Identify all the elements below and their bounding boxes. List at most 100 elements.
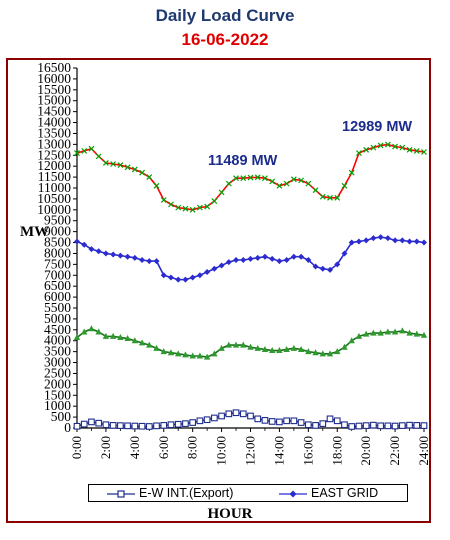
data-point — [124, 422, 131, 430]
data-point — [239, 410, 247, 418]
data-point — [211, 198, 218, 205]
data-point — [95, 248, 102, 255]
data-point — [370, 421, 377, 429]
data-point — [297, 419, 305, 426]
x-tick-label: 14:00 — [271, 436, 286, 466]
y-tick-label: 9000 — [44, 224, 71, 239]
data-point — [160, 348, 167, 355]
y-tick-label: 11000 — [38, 180, 71, 195]
data-point — [312, 349, 319, 356]
data-point — [370, 144, 377, 151]
data-point — [327, 194, 333, 201]
data-point — [225, 410, 233, 418]
data-point — [175, 350, 182, 357]
data-point — [406, 146, 413, 153]
data-point — [240, 175, 247, 182]
data-point — [168, 201, 174, 208]
data-point — [406, 421, 413, 429]
data-point — [117, 422, 124, 429]
data-point — [356, 150, 362, 157]
data-point — [319, 350, 326, 357]
data-point — [319, 193, 326, 200]
data-point — [283, 180, 290, 187]
y-tick-label: 15500 — [37, 82, 71, 97]
data-point — [88, 418, 95, 426]
data-point — [421, 239, 427, 246]
data-point — [73, 422, 81, 430]
data-point — [124, 253, 131, 260]
data-point — [74, 238, 80, 245]
data-point — [196, 272, 203, 279]
y-tick-label: 10500 — [37, 191, 71, 206]
x-tick-label: 8:00 — [185, 436, 200, 459]
x-tick-label: 2:00 — [98, 436, 113, 459]
data-point — [232, 341, 240, 348]
data-point — [175, 276, 182, 283]
data-point — [225, 341, 233, 348]
data-point — [362, 330, 370, 337]
data-point — [73, 333, 81, 340]
data-point — [276, 182, 283, 189]
data-point — [109, 332, 117, 339]
data-point — [254, 254, 261, 261]
y-tick-label: 16500 — [37, 60, 71, 75]
data-point — [377, 422, 384, 430]
data-point — [276, 258, 283, 265]
data-point — [218, 412, 225, 420]
data-point — [182, 351, 189, 358]
data-point — [102, 250, 109, 257]
series-1 — [74, 234, 427, 283]
x-tick-label: 18:00 — [329, 436, 344, 466]
chart-subtitle: 16-06-2022 — [181, 30, 269, 49]
x-axis-label: HOUR — [208, 506, 253, 522]
data-point — [182, 276, 189, 283]
data-point — [261, 345, 269, 352]
y-tick-label: 16000 — [37, 71, 71, 86]
data-point — [95, 328, 102, 335]
y-tick-label: 11500 — [38, 169, 71, 184]
data-point — [145, 423, 153, 430]
data-point — [131, 166, 138, 173]
y-tick-label: 10000 — [37, 202, 71, 217]
series-0 — [74, 141, 427, 213]
data-point — [138, 339, 146, 346]
data-point — [124, 335, 131, 342]
data-point — [146, 174, 153, 181]
data-point — [88, 325, 95, 332]
data-point — [298, 177, 305, 184]
data-point — [363, 237, 370, 244]
data-point — [413, 422, 421, 429]
data-point — [398, 422, 406, 429]
data-point — [283, 345, 290, 352]
series-3 — [73, 409, 428, 430]
data-point — [312, 422, 319, 429]
data-point — [124, 164, 131, 171]
data-point — [167, 274, 174, 281]
chart-title: Daily Load Curve — [155, 6, 295, 25]
data-point — [167, 421, 175, 429]
data-point — [196, 352, 204, 359]
data-point — [297, 345, 305, 352]
data-point — [392, 237, 399, 244]
data-point — [377, 234, 384, 241]
data-point — [298, 253, 305, 260]
y-tick-label: 6500 — [44, 278, 71, 293]
data-point — [348, 239, 355, 246]
data-point — [384, 328, 392, 335]
y-tick-label: 12500 — [37, 147, 71, 162]
annotation-peak-evening: 12989 MW — [342, 119, 412, 135]
data-point — [305, 257, 312, 263]
y-tick-label: 6000 — [44, 289, 71, 304]
data-point — [392, 143, 399, 150]
legend-label-east: EAST GRID — [311, 486, 379, 500]
data-point — [153, 344, 160, 351]
data-point — [305, 348, 312, 355]
data-point — [254, 415, 262, 423]
data-point — [131, 422, 139, 430]
data-point — [413, 330, 420, 337]
y-tick-label: 4000 — [44, 333, 71, 348]
data-point — [95, 419, 103, 427]
data-point — [247, 343, 254, 350]
y-tick-label: 2000 — [44, 376, 71, 391]
